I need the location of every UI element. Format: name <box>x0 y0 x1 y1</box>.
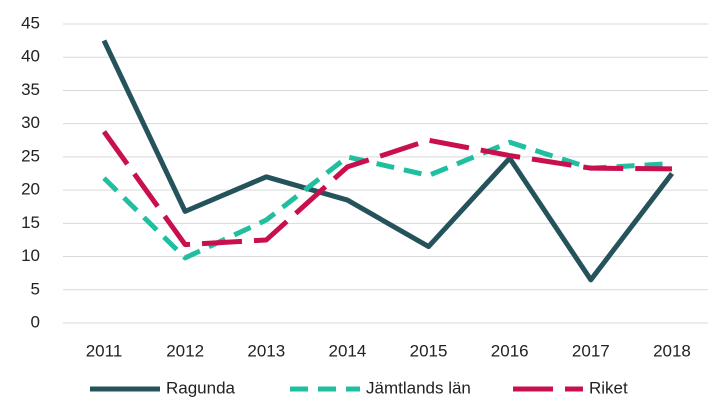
series-line <box>102 139 673 261</box>
y-tick-label: 10 <box>21 246 40 265</box>
x-tick-label: 2011 <box>86 341 123 360</box>
y-tick-label: 25 <box>21 146 40 165</box>
x-tick-label: 2018 <box>653 341 691 360</box>
x-tick-label: 2016 <box>491 341 529 360</box>
y-tick-label: 30 <box>21 113 40 132</box>
y-tick-label: 5 <box>31 279 40 298</box>
x-tick-label: 2012 <box>166 341 204 360</box>
legend-label: Jämtlands län <box>366 378 471 397</box>
series-line <box>101 130 673 248</box>
legend-label: Riket <box>589 378 628 397</box>
x-tick-label: 2013 <box>247 341 285 360</box>
y-tick-label: 45 <box>21 13 40 32</box>
x-tick-label: 2014 <box>329 341 367 360</box>
y-tick-label: 40 <box>21 47 40 66</box>
y-tick-label: 0 <box>31 312 40 331</box>
y-tick-label: 20 <box>21 180 40 199</box>
x-tick-label: 2017 <box>572 341 610 360</box>
legend-label: Ragunda <box>166 378 236 397</box>
y-tick-label: 15 <box>21 213 40 232</box>
y-tick-label: 35 <box>21 80 40 99</box>
x-tick-label: 2015 <box>410 341 448 360</box>
series-line <box>101 39 674 283</box>
